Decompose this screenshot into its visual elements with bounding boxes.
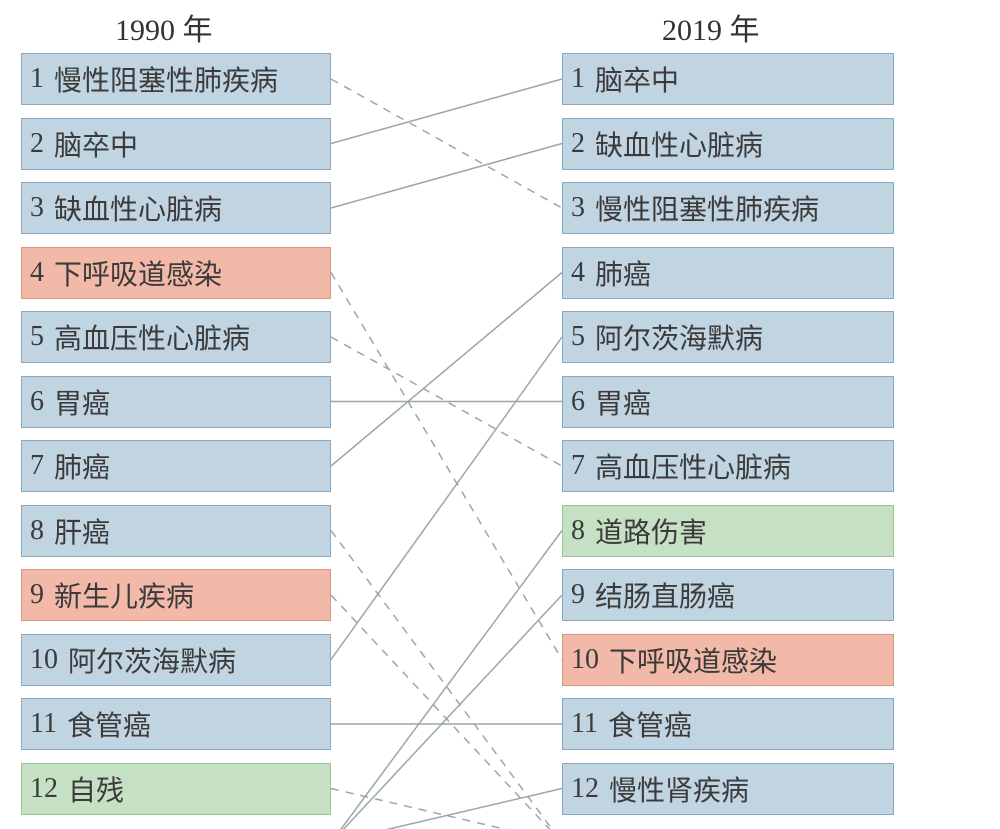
- left-rank-box-11: 11 食管癌: [21, 698, 331, 750]
- right-rank-number: 10: [571, 644, 599, 676]
- right-rank-number: 12: [571, 773, 599, 805]
- left-rank-number: 4: [30, 257, 44, 289]
- slope-link: [331, 144, 562, 209]
- right-rank-number: 5: [571, 321, 585, 353]
- right-rank-box-3: 3 慢性阻塞性肺疾病: [562, 182, 894, 234]
- right-rank-number: 6: [571, 386, 585, 418]
- left-rank-label: 胃癌: [54, 382, 110, 422]
- slope-link: [331, 273, 562, 467]
- left-rank-label: 脑卒中: [54, 124, 138, 164]
- left-rank-box-6: 6 胃癌: [21, 376, 331, 428]
- left-rank-number: 12: [30, 773, 58, 805]
- right-rank-box-11: 11 食管癌: [562, 698, 894, 750]
- right-rank-number: 7: [571, 450, 585, 482]
- right-rank-box-6: 6 胃癌: [562, 376, 894, 428]
- right-rank-number: 3: [571, 192, 585, 224]
- left-rank-label: 慢性阻塞性肺疾病: [54, 59, 278, 99]
- left-rank-number: 10: [30, 644, 58, 676]
- right-rank-label: 下呼吸道感染: [609, 640, 777, 680]
- left-rank-number: 11: [30, 708, 57, 740]
- slope-link: [331, 79, 562, 144]
- header-right-year: 2019 年: [662, 5, 760, 49]
- slope-link: [331, 79, 562, 208]
- right-rank-box-8: 8 道路伤害: [562, 505, 894, 557]
- left-rank-box-3: 3 缺血性心脏病: [21, 182, 331, 234]
- left-rank-box-7: 7 肺癌: [21, 440, 331, 492]
- slope-link: [331, 337, 562, 466]
- left-rank-number: 7: [30, 450, 44, 482]
- slope-link: [331, 273, 562, 660]
- right-rank-label: 道路伤害: [595, 511, 707, 551]
- right-rank-box-7: 7 高血压性心脏病: [562, 440, 894, 492]
- right-rank-label: 脑卒中: [595, 59, 679, 99]
- right-rank-number: 8: [571, 515, 585, 547]
- left-rank-number: 8: [30, 515, 44, 547]
- slope-link: [331, 789, 562, 829]
- right-rank-label: 慢性阻塞性肺疾病: [595, 188, 819, 228]
- right-rank-box-4: 4 肺癌: [562, 247, 894, 299]
- right-rank-box-2: 2 缺血性心脏病: [562, 118, 894, 170]
- left-rank-box-4: 4 下呼吸道感染: [21, 247, 331, 299]
- left-rank-label: 食管癌: [67, 704, 151, 744]
- left-rank-label: 新生儿疾病: [54, 575, 194, 615]
- right-rank-label: 食管癌: [608, 704, 692, 744]
- left-rank-box-1: 1 慢性阻塞性肺疾病: [21, 53, 331, 105]
- right-rank-label: 阿尔茨海默病: [595, 317, 763, 357]
- left-rank-label: 高血压性心脏病: [54, 317, 250, 357]
- right-rank-label: 缺血性心脏病: [595, 124, 763, 164]
- left-rank-label: 缺血性心脏病: [54, 188, 222, 228]
- right-rank-label: 肺癌: [595, 253, 651, 293]
- left-rank-box-5: 5 高血压性心脏病: [21, 311, 331, 363]
- right-rank-number: 4: [571, 257, 585, 289]
- right-rank-label: 胃癌: [595, 382, 651, 422]
- left-rank-box-2: 2 脑卒中: [21, 118, 331, 170]
- right-rank-box-10: 10 下呼吸道感染: [562, 634, 894, 686]
- rank-slope-chart: 1990 年 2019 年 1 慢性阻塞性肺疾病 2 脑卒中 3 缺血性心脏病 4 下呼吸道感…: [0, 0, 1000, 829]
- left-rank-box-12: 12 自残: [21, 763, 331, 815]
- slope-link: [331, 337, 562, 660]
- slope-link: [331, 595, 562, 829]
- left-rank-box-9: 9 新生儿疾病: [21, 569, 331, 621]
- slope-link: [331, 789, 562, 829]
- left-rank-label: 阿尔茨海默病: [68, 640, 236, 680]
- right-rank-number: 9: [571, 579, 585, 611]
- left-rank-box-8: 8 肝癌: [21, 505, 331, 557]
- left-rank-label: 自残: [68, 769, 124, 809]
- right-rank-box-1: 1 脑卒中: [562, 53, 894, 105]
- slope-link: [331, 531, 562, 829]
- left-rank-label: 下呼吸道感染: [54, 253, 222, 293]
- left-rank-number: 1: [30, 63, 44, 95]
- right-rank-number: 2: [571, 128, 585, 160]
- right-rank-label: 结肠直肠癌: [595, 575, 735, 615]
- left-rank-number: 3: [30, 192, 44, 224]
- left-rank-number: 5: [30, 321, 44, 353]
- slope-link: [331, 595, 562, 829]
- header-left-year: 1990 年: [115, 5, 213, 49]
- right-rank-box-9: 9 结肠直肠癌: [562, 569, 894, 621]
- left-rank-label: 肝癌: [54, 511, 110, 551]
- right-rank-box-5: 5 阿尔茨海默病: [562, 311, 894, 363]
- right-rank-number: 11: [571, 708, 598, 740]
- left-rank-label: 肺癌: [54, 446, 110, 486]
- left-rank-number: 9: [30, 579, 44, 611]
- slope-link: [331, 531, 562, 829]
- right-rank-box-12: 12 慢性肾疾病: [562, 763, 894, 815]
- right-rank-number: 1: [571, 63, 585, 95]
- left-rank-number: 2: [30, 128, 44, 160]
- right-rank-label: 慢性肾疾病: [609, 769, 749, 809]
- right-rank-label: 高血压性心脏病: [595, 446, 791, 486]
- left-rank-number: 6: [30, 386, 44, 418]
- left-rank-box-10: 10 阿尔茨海默病: [21, 634, 331, 686]
